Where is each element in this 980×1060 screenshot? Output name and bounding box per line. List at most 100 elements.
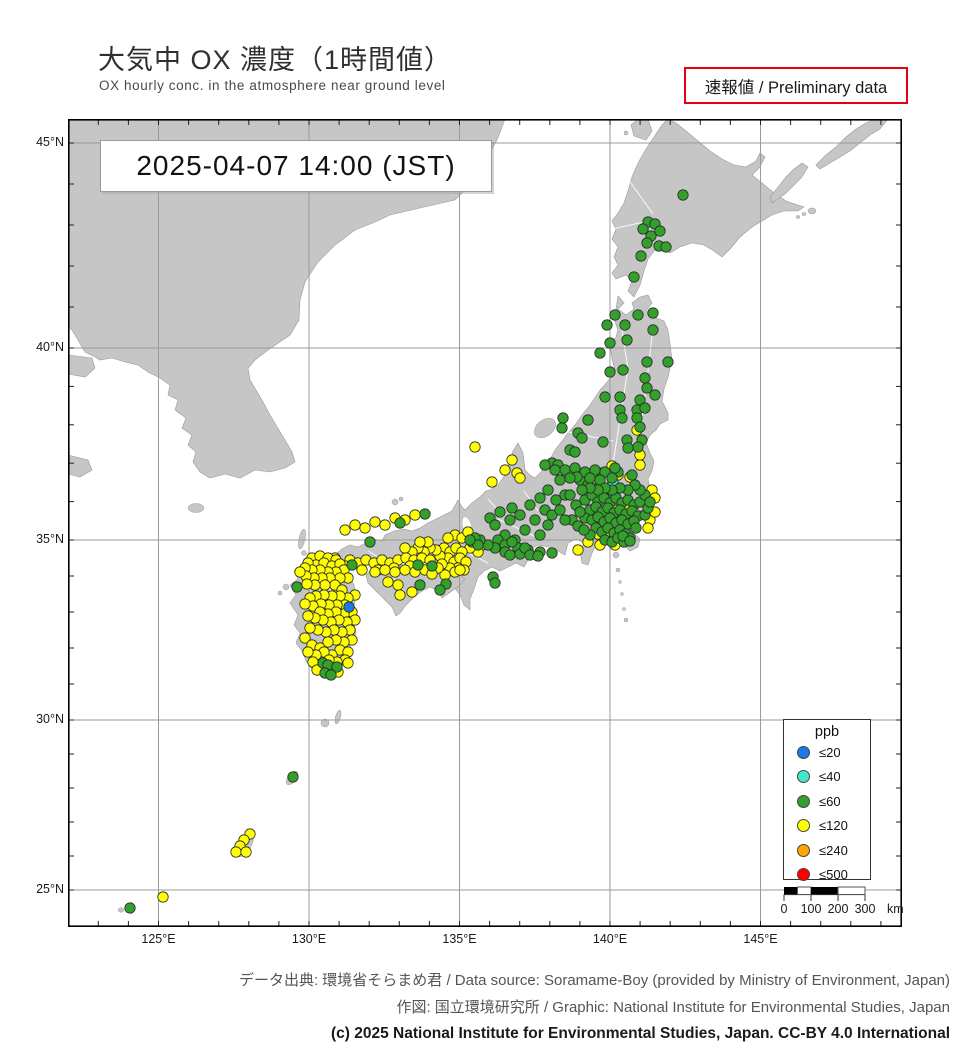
y-axis-label: 35°N [36, 532, 64, 546]
legend-label: ≤500 [819, 867, 848, 883]
x-axis-label: 140°E [592, 932, 628, 946]
station-dot-green [564, 472, 576, 484]
station-dot-green [604, 366, 616, 378]
prefecture-border [627, 178, 654, 215]
scalebar-label: km [887, 902, 904, 916]
station-dot-green [419, 508, 431, 520]
island [623, 130, 629, 136]
x-axis-label: 130°E [291, 932, 327, 946]
legend-item-cyan: ≤40 [784, 765, 870, 790]
station-dot-green [619, 319, 631, 331]
legend-dot-yellow [797, 819, 810, 833]
station-dot-yellow [572, 544, 584, 556]
station-dot-yellow [301, 578, 313, 590]
station-dot-green [124, 902, 136, 914]
station-dot-yellow [442, 532, 454, 544]
station-dot-green [641, 382, 653, 394]
legend-label: ≤120 [819, 818, 848, 834]
station-dot-green [287, 771, 299, 783]
island [622, 607, 626, 611]
station-dot-green [635, 250, 647, 262]
station-dot-green [597, 436, 609, 448]
station-dot-green [472, 539, 484, 551]
island [277, 590, 283, 596]
island [807, 207, 817, 215]
station-dot-green [662, 356, 674, 368]
map-scale-bar: 0 100 200 300 km [775, 880, 910, 924]
station-dot-green [556, 422, 568, 434]
legend-item-blue: ≤20 [784, 740, 870, 765]
station-dot-yellow [157, 891, 169, 903]
island [301, 550, 307, 556]
station-dot-green [584, 472, 596, 484]
station-dot-green [574, 506, 586, 518]
x-axis-label: 145°E [743, 932, 778, 946]
y-axis-label: 25°N [36, 882, 64, 896]
station-dot-green [576, 432, 588, 444]
station-dot-yellow [634, 459, 646, 471]
y-axis-label: 40°N [36, 340, 64, 354]
station-dot-green [634, 421, 646, 433]
station-dot-green [546, 509, 558, 521]
scalebar-label: 200 [828, 902, 849, 916]
station-dot-green [504, 549, 516, 561]
island [320, 718, 330, 728]
station-dot-green [364, 536, 376, 548]
legend-label: ≤40 [819, 769, 841, 785]
data-source-credit: データ出典: 環境省そらまめ君 / Data source: Soramame-… [238, 972, 950, 989]
landmass [67, 354, 96, 378]
station-dot-yellow [240, 846, 252, 858]
station-dot-green [647, 324, 659, 336]
station-dot-yellow [339, 524, 351, 536]
station-dot-yellow [379, 564, 391, 576]
station-dot-green [654, 225, 666, 237]
landmass [67, 118, 506, 479]
landmass [611, 118, 805, 298]
scale-bar-graphic: 0 100 200 300 km [781, 886, 904, 916]
island [801, 212, 807, 216]
station-dot-yellow [342, 657, 354, 669]
station-dot-blue [343, 601, 355, 613]
station-dot-green [569, 462, 581, 474]
station-dot-yellow [454, 564, 466, 576]
station-dot-green [489, 577, 501, 589]
legend-dot-blue [797, 745, 810, 759]
y-axis-label: 30°N [36, 712, 64, 726]
station-dot-green [626, 469, 638, 481]
station-dot-green [506, 536, 518, 548]
x-axis-label: 135°E [442, 932, 477, 946]
island [187, 503, 205, 513]
landmass [815, 118, 889, 170]
station-dot-yellow [514, 472, 526, 484]
station-dot-yellow [319, 579, 331, 591]
station-dot-green [504, 514, 516, 526]
station-dot-green [554, 504, 566, 516]
legend-item-green: ≤60 [784, 789, 870, 814]
station-dot-green [641, 356, 653, 368]
legend-item-yellow: ≤120 [784, 814, 870, 839]
landmass [67, 454, 93, 478]
station-dot-green [594, 347, 606, 359]
station-dot-yellow [414, 536, 426, 548]
legend-dot-cyan [797, 770, 810, 784]
station-dot-green [677, 189, 689, 201]
station-dot-green [564, 489, 576, 501]
legend-label: ≤240 [819, 842, 848, 858]
station-dot-green [464, 534, 476, 546]
station-dot-yellow [304, 622, 316, 634]
station-dot-green [644, 496, 656, 508]
graphic-credit: 作図: 国立環境研究所 / Graphic: National Institut… [396, 999, 950, 1016]
station-dot-green [539, 459, 551, 471]
station-dot-yellow [506, 454, 518, 466]
station-dot-green [604, 337, 616, 349]
station-dot-green [622, 442, 634, 454]
legend-title: ppb [814, 724, 840, 740]
station-dot-yellow [299, 632, 311, 644]
station-dot-green [331, 661, 343, 673]
station-dot-yellow [394, 589, 406, 601]
station-dot-green [624, 535, 636, 547]
station-dot-yellow [299, 598, 311, 610]
station-dot-green [534, 529, 546, 541]
station-dot-yellow [382, 576, 394, 588]
station-dot-yellow [499, 464, 511, 476]
